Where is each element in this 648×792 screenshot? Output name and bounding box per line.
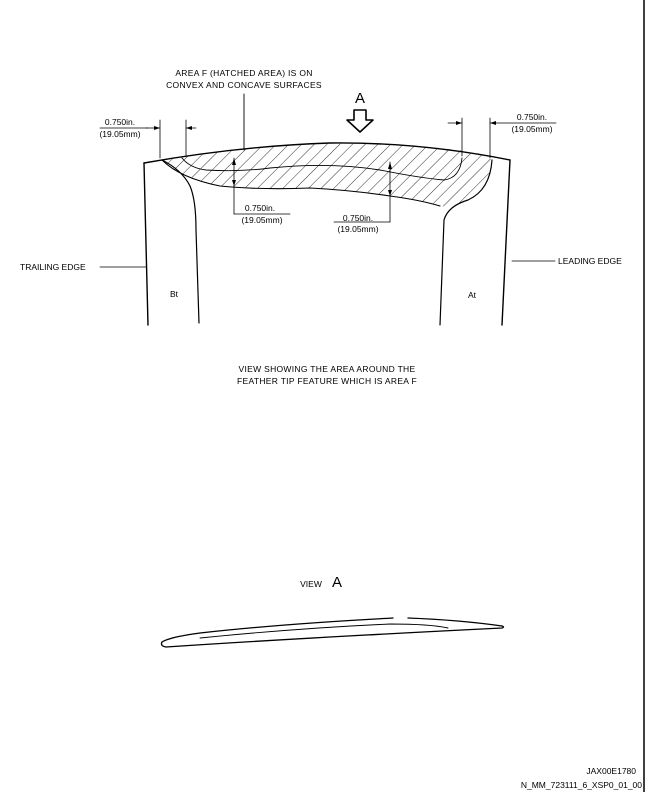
dimension-left-top: 0.750in. (19.05mm) xyxy=(99,117,197,159)
dimension-right-top-mm: (19.05mm) xyxy=(511,124,552,134)
dimension-left-top-mm: (19.05mm) xyxy=(99,129,140,139)
zone-bt-label: Bt xyxy=(170,289,179,299)
down-arrow-icon xyxy=(346,109,374,133)
dimension-mid-left-mm: (19.05mm) xyxy=(241,215,282,225)
dimension-mid-right-inch: 0.750in. xyxy=(343,213,373,223)
callout-line-1: AREA F (HATCHED AREA) IS ON xyxy=(175,68,312,78)
dimension-mid-left-inch: 0.750in. xyxy=(245,203,275,213)
caption-line-1: VIEW SHOWING THE AREA AROUND THE xyxy=(239,364,416,374)
dimension-mid-right: 0.750in. (19.05mm) xyxy=(333,161,392,234)
drawing-file-code: N_MM_723111_6_XSP0_01_00 xyxy=(521,780,642,790)
dimension-mid-right-mm: (19.05mm) xyxy=(337,224,378,234)
drawing-code: JAX00E1780 xyxy=(586,766,636,776)
dimension-right-top-inch: 0.750in. xyxy=(517,112,547,122)
arrow-label: A xyxy=(355,90,365,107)
view-a-cross-section xyxy=(160,617,505,648)
leading-edge-label: LEADING EDGE xyxy=(558,256,622,266)
view-label-letter: A xyxy=(332,574,342,591)
trailing-edge-label: TRAILING EDGE xyxy=(20,262,86,272)
view-label-word: VIEW xyxy=(300,579,322,589)
zone-at-label: At xyxy=(468,290,477,300)
dimension-mid-left: 0.750in. (19.05mm) xyxy=(232,157,291,225)
callout-line-2: CONVEX AND CONCAVE SURFACES xyxy=(166,80,322,90)
dimension-left-top-inch: 0.750in. xyxy=(105,117,135,127)
caption-line-2: FEATHER TIP FEATURE WHICH IS AREA F xyxy=(237,376,417,386)
view-arrow-a: A xyxy=(346,90,374,133)
dimension-right-top: 0.750in. (19.05mm) xyxy=(447,112,557,159)
